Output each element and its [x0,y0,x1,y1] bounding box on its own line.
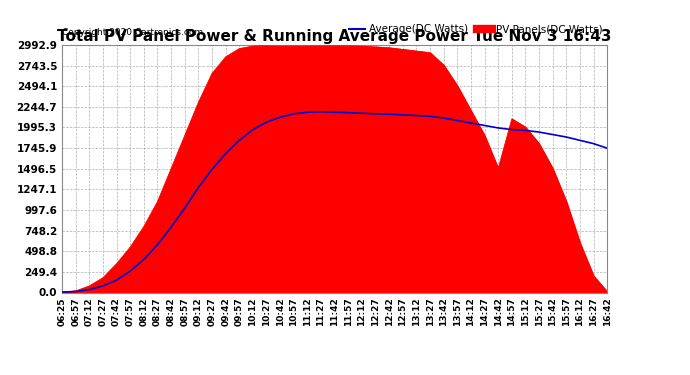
Legend: Average(DC Watts), PV Panels(DC Watts): Average(DC Watts), PV Panels(DC Watts) [345,20,607,39]
Text: Copyright 2020 Cartronics.com: Copyright 2020 Cartronics.com [62,28,204,37]
Title: Total PV Panel Power & Running Average Power Tue Nov 3 16:43: Total PV Panel Power & Running Average P… [57,29,612,44]
